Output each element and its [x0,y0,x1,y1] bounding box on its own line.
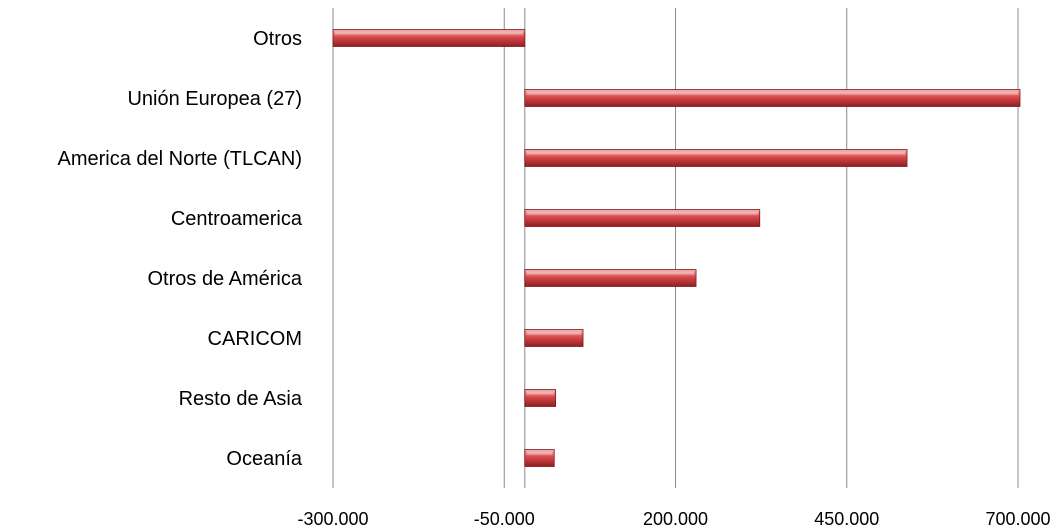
category-label: CARICOM [208,328,302,350]
bar [524,149,908,167]
bar [524,89,1021,107]
bar [524,209,761,227]
bar [524,269,697,287]
bar-highlight [335,31,523,35]
bar-highlight [526,151,906,155]
category-label: Centroamerica [171,208,303,230]
bars [332,29,1021,467]
x-tick-label: 450.000 [814,509,879,529]
bar-highlight [526,91,1018,95]
category-label: Otros [253,28,302,50]
x-tick-label: -300.000 [297,509,368,529]
bar-highlight [526,271,695,275]
bar [524,329,584,347]
x-tick-label: -50.000 [474,509,535,529]
bar-highlight [526,451,553,455]
category-label: Resto de Asia [179,388,303,410]
gridlines [332,8,1019,488]
bar-highlight [526,331,582,335]
bar [524,449,555,467]
bar-highlight [526,211,758,215]
bar [524,389,557,407]
x-tick-label: 200.000 [643,509,708,529]
bar-highlight [526,391,554,395]
x-tick-label: 700.000 [985,509,1050,529]
x-axis-tick-labels: -300.000 -50.000 200.000 450.000 700.000 [297,509,1050,529]
category-label: Otros de América [147,268,302,290]
bar [332,29,526,47]
category-labels: Otros Unión Europea (27) America del Norte… [57,28,302,470]
category-label: Oceanía [226,448,302,470]
category-label: America del Norte (TLCAN) [57,148,302,170]
category-label: Unión Europea (27) [127,88,302,110]
